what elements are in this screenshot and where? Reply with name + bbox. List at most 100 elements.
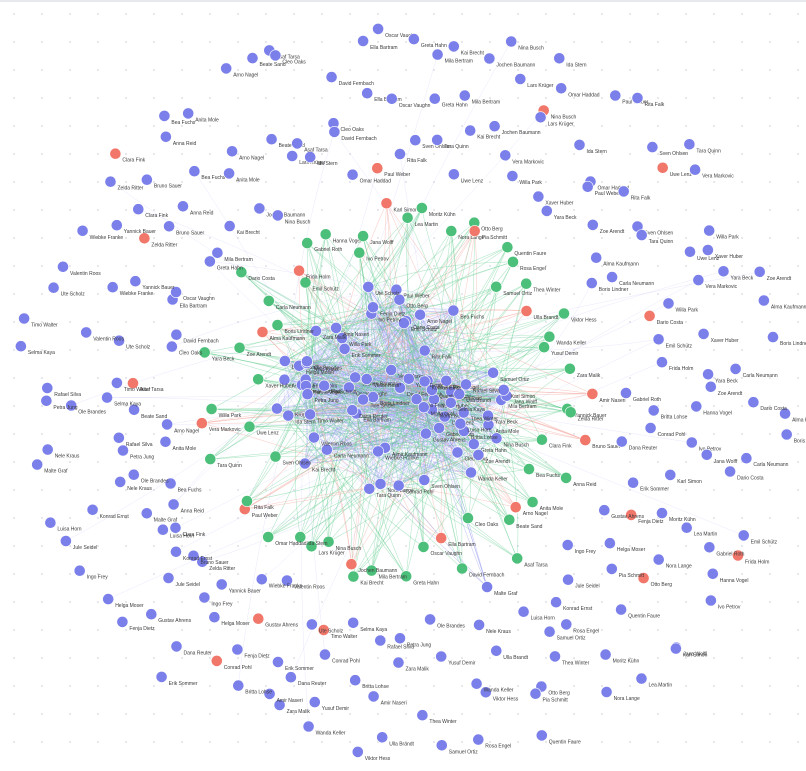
blue-node[interactable]: Sven Ohlsen (647, 142, 688, 158)
node-circle[interactable] (684, 246, 695, 257)
node-circle[interactable] (563, 574, 574, 585)
node-circle[interactable] (156, 671, 167, 682)
node-circle[interactable] (448, 305, 459, 316)
node-circle[interactable] (375, 478, 386, 489)
node-circle[interactable] (500, 150, 511, 161)
node-circle[interactable] (224, 168, 235, 179)
blue-node[interactable]: Quentin Faure (616, 604, 661, 620)
node-circle[interactable] (618, 186, 629, 197)
node-circle[interactable] (473, 734, 484, 745)
blue-node[interactable]: Yusuf Demir (436, 651, 476, 667)
node-circle[interactable] (209, 612, 220, 623)
node-circle[interactable] (459, 90, 470, 101)
blue-node[interactable]: Conrad Pohl (319, 649, 359, 665)
blue-node[interactable]: Ulla Brandt (491, 645, 529, 661)
node-circle[interactable] (32, 459, 43, 470)
node-circle[interactable] (551, 597, 562, 608)
node-circle[interactable] (272, 210, 283, 221)
node-circle[interactable] (432, 134, 443, 145)
node-circle[interactable] (130, 276, 141, 287)
node-circle[interactable] (445, 397, 456, 408)
green-node[interactable]: Asaf Tarsa (512, 553, 548, 569)
node-circle[interactable] (302, 389, 313, 400)
blue-node[interactable]: Bruno Sauer (141, 174, 182, 190)
blue-node[interactable]: Thea Winter (417, 710, 457, 726)
node-circle[interactable] (253, 374, 264, 385)
blue-node[interactable]: Wanda Keller (471, 678, 514, 694)
node-circle[interactable] (263, 295, 274, 306)
blue-node[interactable]: Jochen Baumann (484, 53, 536, 69)
node-circle[interactable] (57, 261, 68, 272)
blue-node[interactable]: Britta Lohse (350, 675, 390, 691)
node-circle[interactable] (536, 730, 547, 741)
blue-node[interactable]: Gabriel Roth (620, 387, 661, 403)
blue-node[interactable]: Ingo Frey (74, 565, 108, 581)
blue-node[interactable]: Selma Kaya (15, 341, 55, 357)
node-circle[interactable] (368, 392, 379, 403)
node-circle[interactable] (748, 397, 759, 408)
node-circle[interactable] (410, 135, 421, 146)
blue-node[interactable]: Ida Stern (574, 139, 607, 155)
node-circle[interactable] (279, 355, 290, 366)
node-circle[interactable] (270, 451, 281, 462)
blue-node[interactable]: Jule Seidel (60, 535, 97, 551)
node-circle[interactable] (77, 225, 88, 236)
node-circle[interactable] (425, 614, 436, 625)
node-circle[interactable] (367, 302, 378, 313)
blue-node[interactable]: Lea Martin (636, 673, 672, 689)
node-circle[interactable] (482, 581, 493, 592)
blue-node[interactable]: Helga Moser (604, 538, 645, 554)
node-circle[interactable] (738, 530, 749, 541)
node-circle[interactable] (159, 110, 170, 121)
node-circle[interactable] (320, 229, 331, 240)
node-circle[interactable] (507, 256, 518, 267)
blue-node[interactable]: Bruno Sauer (164, 221, 205, 237)
node-circle[interactable] (48, 282, 59, 293)
green-node[interactable]: Anna Reid (561, 472, 597, 488)
blue-node[interactable]: Viktor Hess (352, 746, 391, 762)
node-circle[interactable] (375, 635, 386, 646)
node-circle[interactable] (372, 163, 383, 174)
node-circle[interactable] (610, 90, 621, 101)
blue-node[interactable]: Moritz Kühn (600, 649, 639, 665)
blue-node[interactable]: Willa Park (704, 225, 740, 241)
node-circle[interactable] (133, 204, 144, 215)
node-circle[interactable] (506, 36, 517, 47)
node-circle[interactable] (767, 332, 778, 343)
node-circle[interactable] (518, 606, 529, 617)
node-circle[interactable] (19, 313, 30, 324)
blue-node[interactable]: Malte Graf (32, 459, 69, 475)
node-circle[interactable] (211, 655, 222, 666)
node-circle[interactable] (457, 563, 468, 574)
node-circle[interactable] (554, 53, 565, 64)
blue-node[interactable]: Arno Nagel (227, 146, 265, 162)
green-node[interactable]: Wanda Keller (544, 331, 587, 347)
node-circle[interactable] (183, 108, 194, 119)
node-circle[interactable] (465, 467, 476, 478)
blue-node[interactable]: Vera Markovic (690, 164, 735, 180)
node-circle[interactable] (393, 657, 404, 668)
node-circle[interactable] (419, 474, 430, 485)
blue-node[interactable]: Zelda Ritter (105, 176, 144, 192)
node-circle[interactable] (510, 502, 521, 513)
blue-node[interactable]: Malte Graf (482, 581, 519, 597)
node-circle[interactable] (102, 392, 113, 403)
node-circle[interactable] (521, 278, 532, 289)
node-circle[interactable] (418, 541, 429, 552)
node-circle[interactable] (489, 121, 500, 132)
node-circle[interactable] (599, 505, 610, 516)
blue-node[interactable]: Asaf Tarsa (292, 138, 328, 154)
node-circle[interactable] (701, 449, 712, 460)
node-circle[interactable] (247, 53, 258, 64)
node-circle[interactable] (358, 231, 369, 242)
node-circle[interactable] (587, 388, 598, 399)
node-circle[interactable] (580, 435, 591, 446)
red-node[interactable]: Clara Fink (110, 148, 146, 164)
blue-node[interactable]: Samuel Ortiz (436, 740, 478, 756)
node-circle[interactable] (292, 138, 303, 149)
node-circle[interactable] (166, 341, 177, 352)
node-circle[interactable] (556, 83, 567, 94)
node-circle[interactable] (87, 504, 98, 515)
node-circle[interactable] (408, 34, 419, 45)
